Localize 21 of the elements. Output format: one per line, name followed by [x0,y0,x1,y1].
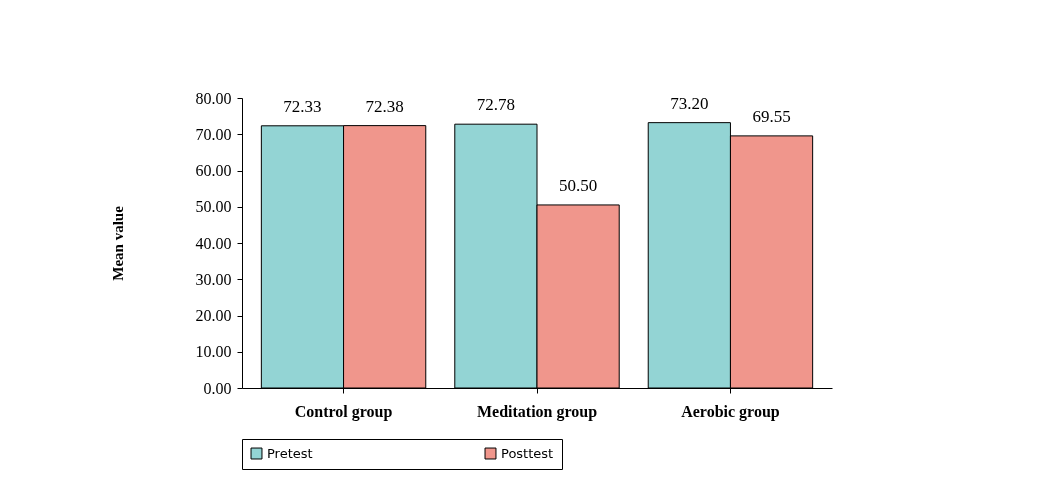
y-tick-label: 10.00 [195,343,232,361]
legend-label: Posttest [501,445,554,461]
x-tick-label: Control group [294,402,393,421]
y-tick-label: 0.00 [203,379,232,397]
data-label: 72.38 [365,96,404,116]
y-tick-label: 70.00 [195,125,232,143]
data-label: 50.50 [558,175,598,195]
y-tick-label: 60.00 [195,162,232,179]
data-label: 69.55 [752,106,791,126]
y-axis-title: Mean value [109,205,126,281]
x-tick-label: Meditation group [476,402,598,421]
y-tick-label: 80.00 [195,89,232,107]
legend-label: Pretest [267,445,313,461]
y-tick-label: 20.00 [195,307,232,324]
data-label: 72.33 [283,96,322,116]
y-tick-label: 30.00 [195,270,232,288]
data-label: 73.20 [670,93,709,113]
data-label: 72.78 [476,95,516,115]
x-tick-label: Aerobic group [681,402,780,421]
y-tick-label: 40.00 [195,234,232,252]
y-tick-label: 50.00 [195,198,232,216]
